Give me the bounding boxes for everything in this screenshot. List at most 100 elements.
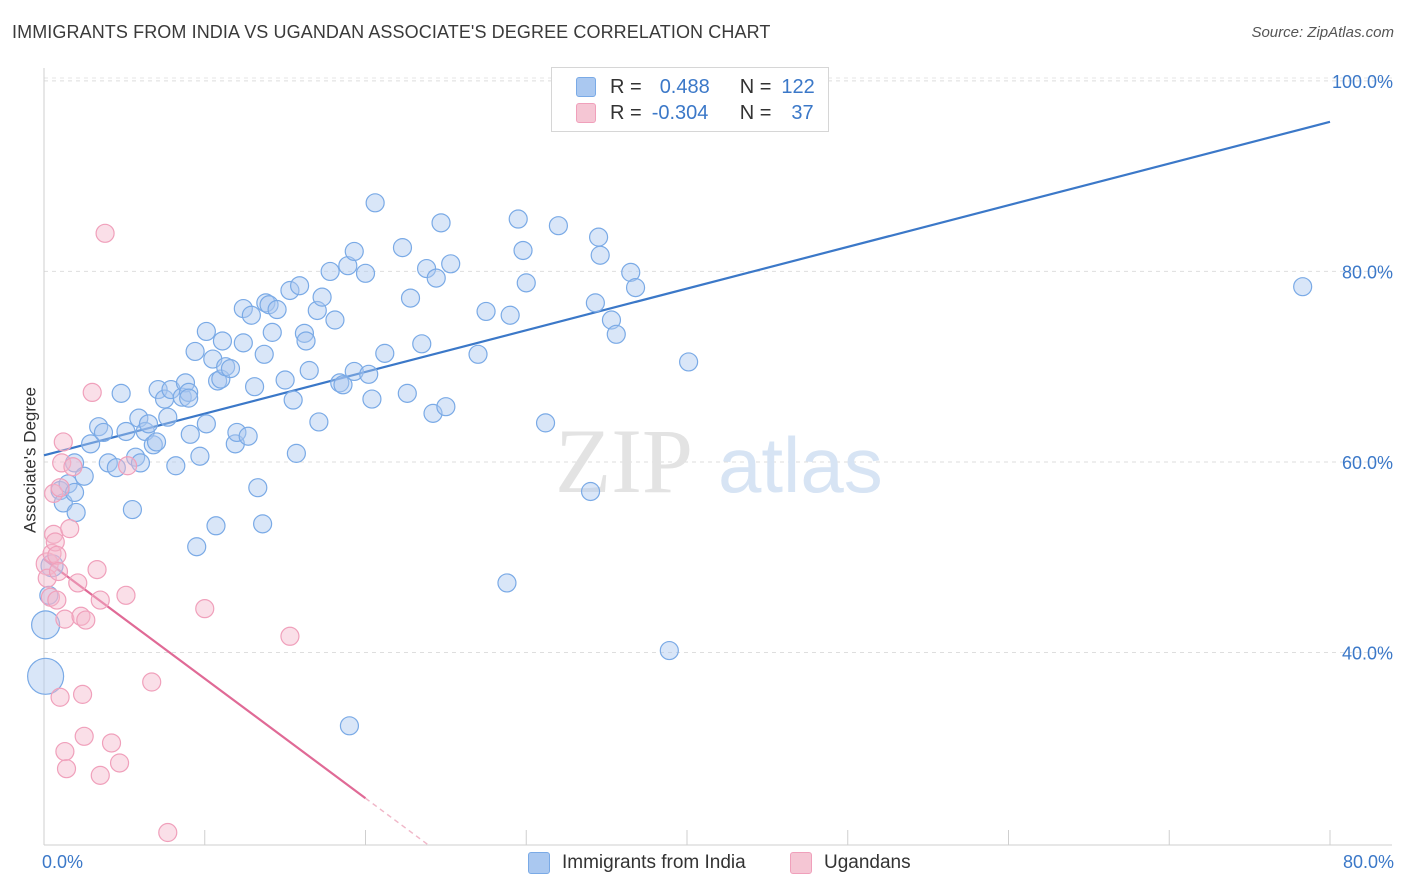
point-india	[299, 360, 319, 381]
point-india	[27, 657, 65, 695]
point-india	[397, 383, 417, 403]
point-ugandans	[48, 561, 69, 582]
point-india	[431, 213, 451, 233]
point-india	[621, 262, 641, 282]
point-india	[208, 371, 228, 391]
series-swatch-ugandans	[790, 852, 812, 874]
point-india	[659, 640, 679, 661]
point-india	[516, 273, 536, 293]
point-india	[253, 514, 273, 534]
point-india	[294, 323, 315, 343]
point-india	[359, 364, 379, 384]
point-india	[330, 373, 350, 393]
series-legend: Immigrants from India Ugandans	[0, 852, 1406, 878]
chart-title: IMMIGRANTS FROM INDIA VS UGANDAN ASSOCIA…	[12, 22, 771, 42]
point-ugandans	[280, 626, 300, 646]
legend-n-label: N =	[739, 75, 772, 98]
point-india	[227, 422, 247, 443]
point-india	[312, 287, 332, 307]
point-india	[138, 414, 159, 434]
point-ugandans	[55, 741, 75, 762]
point-ugandans	[50, 478, 70, 498]
point-india	[320, 261, 340, 282]
y-tick-label: 80.0%	[1342, 262, 1393, 282]
point-india	[289, 276, 310, 296]
point-ugandans	[90, 590, 110, 610]
point-ugandans	[60, 519, 80, 539]
point-india	[412, 334, 432, 354]
point-india	[93, 422, 114, 443]
point-india	[548, 216, 569, 236]
point-ugandans	[95, 223, 115, 243]
point-ugandans	[47, 590, 67, 610]
point-india	[143, 435, 163, 455]
series-legend-india: Immigrants from India	[528, 852, 746, 874]
legend-r-label: R =	[610, 75, 642, 98]
point-india	[283, 390, 303, 410]
point-india	[241, 305, 261, 325]
legend-swatch-india	[576, 77, 596, 97]
point-ugandans	[50, 687, 70, 707]
point-india	[244, 377, 265, 397]
point-india	[500, 305, 520, 325]
point-india	[392, 238, 413, 258]
legend-r-value: -0.304	[651, 101, 709, 124]
point-ugandans	[55, 609, 75, 629]
point-india	[338, 256, 358, 276]
point-india	[31, 610, 61, 640]
point-ugandans	[63, 457, 83, 477]
point-india	[166, 456, 186, 476]
data-points	[27, 193, 1313, 843]
trend-line-ugandans	[43, 558, 367, 800]
x-tick-label-min: 0.0%	[42, 852, 84, 872]
point-india	[497, 573, 517, 593]
point-india	[400, 288, 421, 308]
point-india	[196, 321, 216, 342]
point-india	[286, 443, 306, 463]
series-label-ugandans: Ugandans	[824, 852, 911, 873]
point-india	[585, 293, 605, 313]
point-india	[468, 344, 488, 364]
point-india	[196, 414, 216, 434]
point-india	[355, 263, 376, 283]
point-india	[275, 370, 295, 390]
point-ugandans	[53, 432, 73, 452]
point-india	[280, 280, 300, 301]
point-ugandans	[68, 573, 88, 593]
point-india	[535, 413, 556, 433]
point-india	[325, 310, 345, 330]
point-india	[122, 499, 143, 520]
series-swatch-india	[528, 852, 550, 874]
legend-r-label: R =	[610, 101, 642, 124]
point-india	[625, 278, 646, 298]
point-india	[344, 361, 364, 382]
source-label: Source: ZipAtlas.com	[1251, 24, 1394, 41]
point-india	[333, 375, 353, 395]
point-india	[66, 502, 86, 523]
point-india	[81, 434, 101, 454]
point-india	[238, 426, 258, 446]
point-india	[254, 344, 274, 364]
legend-n-label: N =	[739, 101, 772, 124]
point-ugandans	[101, 733, 122, 753]
point-india	[256, 293, 276, 313]
x-tick-label-max: 80.0%	[1342, 852, 1394, 872]
y-tick-label: 100.0%	[1332, 72, 1393, 92]
legend-n-value: 122	[781, 75, 815, 98]
point-india	[212, 331, 233, 351]
y-tick-label: 60.0%	[1342, 453, 1393, 473]
point-india	[190, 446, 210, 466]
point-ugandans	[47, 545, 67, 565]
point-india	[1293, 277, 1313, 297]
series-legend-ugandans: Ugandans	[790, 852, 911, 874]
watermark-atlas: atlas	[718, 421, 883, 509]
point-ugandans	[37, 568, 57, 588]
point-india	[211, 369, 231, 389]
point-ugandans	[82, 382, 102, 403]
point-ugandans	[158, 822, 178, 843]
point-india	[296, 331, 316, 351]
point-ugandans	[87, 559, 107, 580]
point-india	[580, 481, 601, 502]
legend-row-ugandans: R = -0.304 N = 37	[576, 101, 814, 125]
